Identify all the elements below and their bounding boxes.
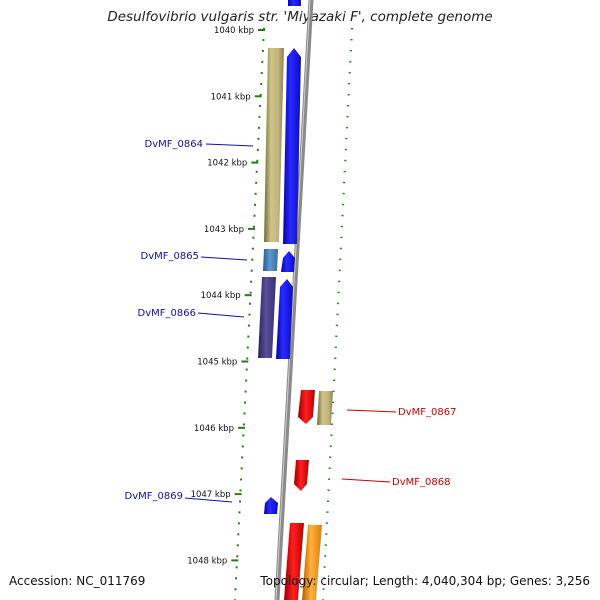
scale-tick-label-1044: 1044 kbp	[201, 291, 241, 301]
gene-DvMF_0867-cds	[298, 390, 315, 424]
leader-DvMF_0868	[341, 478, 391, 483]
gene-DvMF_0867-block[interactable]	[298, 390, 333, 425]
genome-backbone	[274, 0, 314, 600]
gene-DvMF_0864-block[interactable]	[264, 48, 301, 244]
scale-minor-ticks	[234, 27, 265, 600]
gene-DvMF_0865-block[interactable]	[263, 249, 295, 272]
scale-tick-label-1043: 1043 kbp	[204, 225, 244, 235]
gene-lower-block	[284, 523, 322, 600]
leader-DvMF_0864	[205, 143, 254, 147]
leader-DvMF_0866	[197, 312, 245, 318]
scale-tick-label-1046: 1046 kbp	[194, 424, 234, 434]
outer-dotted-track	[321, 27, 354, 600]
leader-DvMF_0869	[184, 497, 233, 503]
gene-DvMF_0868-block[interactable]	[294, 460, 309, 491]
gene-label-DvMF_0864[interactable]: DvMF_0864	[145, 139, 203, 150]
gene-DvMF_0865-cds	[281, 251, 295, 272]
scale-tick-label-1045: 1045 kbp	[197, 358, 237, 368]
scale-tick-label-1040: 1040 kbp	[214, 26, 254, 36]
gene-label-DvMF_0866[interactable]: DvMF_0866	[138, 308, 196, 319]
gene-DvMF_0865-feature	[263, 249, 278, 271]
gene-label-DvMF_0868[interactable]: DvMF_0868	[392, 477, 450, 488]
backbone-highlight	[275, 0, 311, 600]
gene-DvMF_0866-cds	[276, 279, 293, 359]
gene-DvMF_0869-block[interactable]	[264, 497, 278, 514]
gene-DvMF_0864-feature	[264, 48, 284, 242]
scale-ticks: 1040 kbp 1041 kbp 1042 kbp 1043 kbp 1044 kbp…	[187, 26, 265, 566]
scale-tick-label-1048: 1048 kbp	[187, 556, 227, 566]
genome-summary: Topology: circular; Length: 4,040,304 bp…	[260, 574, 590, 588]
gene-DvMF_0866-block[interactable]	[258, 277, 293, 359]
gene-label-DvMF_0867[interactable]: DvMF_0867	[398, 407, 456, 418]
scale-tick-label-1042: 1042 kbp	[207, 159, 247, 169]
gene-DvMF_0866-feature	[258, 277, 276, 358]
gene-label-DvMF_0869[interactable]: DvMF_0869	[125, 491, 183, 502]
scale-tick-label-1047: 1047 kbp	[191, 490, 231, 500]
gene-label-DvMF_0865[interactable]: DvMF_0865	[141, 251, 199, 262]
gene-top-fragment	[288, 0, 301, 6]
leader-DvMF_0867	[346, 409, 397, 413]
scale-tick-label-1041: 1041 kbp	[211, 92, 251, 102]
genome-title: Desulfovibrio vulgaris str. 'Miyazaki F'…	[107, 9, 493, 25]
gene-DvMF_0868-cds	[294, 460, 309, 491]
gene-lower-orange	[302, 525, 322, 600]
gene-DvMF_0867-feature	[317, 391, 333, 425]
gene-DvMF_0869-cds	[264, 497, 278, 514]
leader-DvMF_0865	[200, 256, 248, 261]
accession-label: Accession: NC_011769	[9, 574, 146, 588]
gene-DvMF_0864-cds	[283, 48, 301, 244]
gene-lower-red	[284, 523, 304, 600]
